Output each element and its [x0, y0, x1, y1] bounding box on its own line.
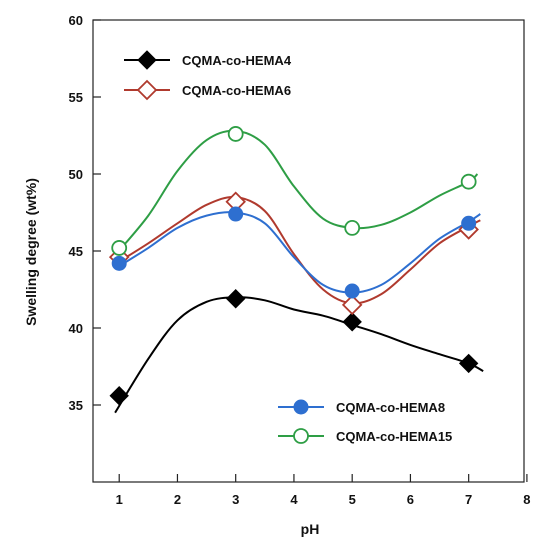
data-point [460, 173, 477, 190]
data-point [344, 219, 361, 236]
x-tick-label: 6 [407, 492, 414, 507]
series-line [116, 129, 479, 254]
y-tick-label: 35 [69, 398, 83, 413]
x-tick-label: 5 [349, 492, 356, 507]
legend-label: CQMA-co-HEMA6 [182, 83, 291, 98]
x-tick-label: 1 [116, 492, 123, 507]
legend-marker [293, 399, 309, 415]
series-line [114, 296, 484, 414]
data-point [227, 126, 244, 142]
data-point [341, 294, 363, 316]
data-point [109, 386, 129, 406]
x-tick-label: 4 [290, 492, 298, 507]
legend-label: CQMA-co-HEMA15 [336, 429, 452, 444]
series-markers [108, 126, 479, 406]
data-point [228, 206, 244, 222]
data-point [458, 353, 479, 374]
y-tick-label: 50 [69, 167, 83, 182]
series-line [115, 211, 481, 294]
data-point [461, 215, 477, 231]
x-tick-label: 8 [523, 492, 530, 507]
x-tick-label: 3 [232, 492, 239, 507]
data-point [111, 255, 127, 271]
legend: CQMA-co-HEMA4 CQMA-co-HEMA6 CQMA-co-HEMA8 C… [124, 50, 452, 444]
legend-marker [137, 50, 157, 70]
legend-label: CQMA-co-HEMA8 [336, 400, 445, 415]
legend-marker [136, 79, 158, 101]
x-axis-label: pH [301, 521, 320, 537]
data-point [111, 240, 128, 256]
legend-label: CQMA-co-HEMA4 [182, 53, 292, 68]
data-point [342, 312, 362, 332]
y-axis-label: Swelling degree (wt%) [23, 178, 39, 326]
data-point [344, 283, 360, 299]
data-point [225, 289, 246, 309]
y-tick-label: 40 [69, 321, 83, 336]
series-curves [114, 129, 484, 414]
y-tick-label: 60 [69, 13, 83, 28]
legend-marker [293, 428, 309, 444]
x-tick-label: 2 [174, 492, 181, 507]
y-tick-label: 55 [69, 90, 83, 105]
y-tick-label: 45 [69, 244, 83, 259]
x-tick-label: 7 [465, 492, 472, 507]
